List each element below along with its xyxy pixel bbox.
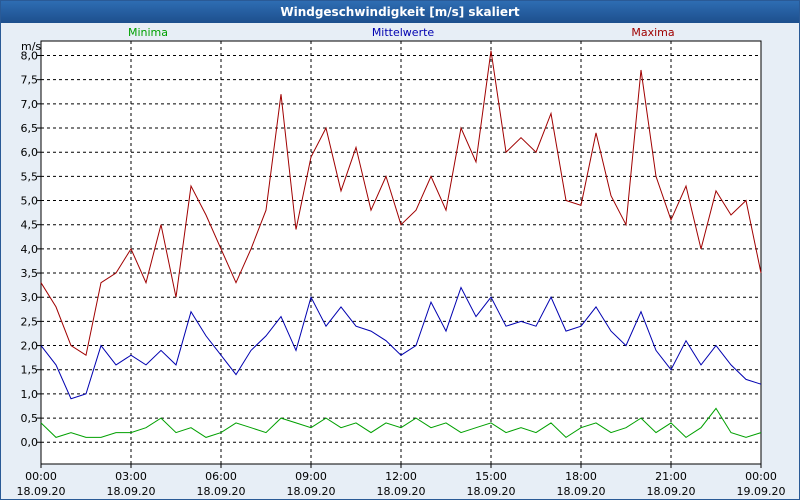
x-tick-date: 19.09.20: [737, 485, 786, 498]
y-tick-label: 8,0: [21, 50, 39, 63]
y-tick-label: 1,0: [21, 388, 39, 401]
x-tick-date: 18.09.20: [197, 485, 246, 498]
x-tick-date: 18.09.20: [467, 485, 516, 498]
y-tick-label: 1,5: [21, 364, 39, 377]
x-tick-date: 18.09.20: [107, 485, 156, 498]
legend-maxima: Maxima: [631, 26, 674, 39]
y-axis-unit-label: m/s: [21, 40, 41, 53]
x-tick-time: 00:00: [25, 470, 57, 483]
legend-minima: Minima: [128, 26, 168, 39]
x-tick-time: 18:00: [565, 470, 597, 483]
y-tick-label: 0,0: [21, 436, 39, 449]
y-tick-label: 6,5: [21, 122, 39, 135]
y-tick-label: 4,5: [21, 219, 39, 232]
y-tick-label: 7,0: [21, 98, 39, 111]
y-tick-label: 7,5: [21, 74, 39, 87]
series-line-maxima: [40, 50, 762, 357]
x-tick-time: 21:00: [655, 470, 687, 483]
window-title: Windgeschwindigkeit [m/s] skaliert: [1, 1, 799, 23]
legend-mittelwerte: Mittelwerte: [372, 26, 435, 39]
x-tick-time: 12:00: [385, 470, 417, 483]
series-line-mittelwerte: [40, 286, 762, 400]
x-tick-time: 00:00: [745, 470, 777, 483]
y-tick-label: 2,5: [21, 315, 39, 328]
series-line-minima: [40, 407, 762, 439]
x-tick-date: 18.09.20: [647, 485, 696, 498]
y-tick-label: 4,0: [21, 243, 39, 256]
y-tick-label: 5,0: [21, 195, 39, 208]
x-tick-date: 18.09.20: [17, 485, 66, 498]
x-tick-time: 06:00: [205, 470, 237, 483]
x-tick-date: 18.09.20: [377, 485, 426, 498]
y-tick-label: 3,5: [21, 267, 39, 280]
x-tick-date: 18.09.20: [557, 485, 606, 498]
y-tick-label: 2,0: [21, 340, 39, 353]
y-tick-label: 3,0: [21, 291, 39, 304]
x-tick-time: 09:00: [295, 470, 327, 483]
x-tick-date: 18.09.20: [287, 485, 336, 498]
y-tick-label: 5,5: [21, 170, 39, 183]
x-tick-time: 15:00: [475, 470, 507, 483]
y-tick-label: 0,5: [21, 412, 39, 425]
y-tick-label: 6,0: [21, 146, 39, 159]
x-tick-time: 03:00: [115, 470, 147, 483]
